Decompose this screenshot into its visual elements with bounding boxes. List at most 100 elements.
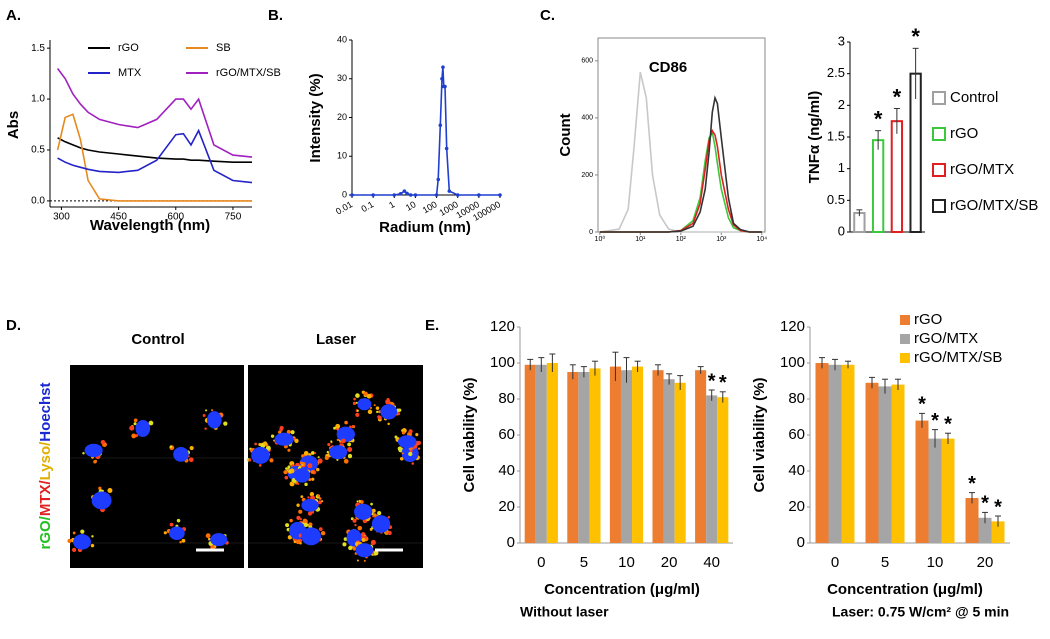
lysosome [344,420,348,425]
lysosome [341,438,346,444]
lysosome [401,428,405,432]
lysosome [169,445,173,448]
lysosome [254,442,257,446]
lysosome [343,458,349,464]
y-tick-label: 600 [581,58,593,65]
lysosome [300,495,304,499]
bar [663,379,675,543]
lysosome [371,542,375,546]
bar [978,517,992,543]
x-tick-label: 0 [831,554,839,571]
lysosome [181,538,186,543]
legend-swatch [932,199,946,213]
bar [535,364,547,543]
bar [524,364,536,543]
lysosome [163,531,167,535]
lysosome [308,522,313,527]
lysosome [373,513,377,517]
y-tick-label: 40 [498,462,515,479]
x-axis-label: Concentration (μg/ml) [827,581,983,598]
lysosome [396,412,401,416]
lysosome [309,492,315,497]
bar [991,521,1005,543]
lysosome [361,537,366,542]
lysosome [368,411,372,414]
nucleus [355,543,374,558]
lysosome [320,530,326,536]
lysosome [355,412,360,417]
y-tick-label: 20 [498,498,515,515]
lysosome [401,431,406,435]
caption: Without laser [520,604,609,620]
lysosome [98,486,102,490]
bar [546,363,558,543]
x-axis-label: Wavelength (nm) [90,217,210,234]
bar [828,364,842,543]
lysosome [90,543,95,548]
x-tick-label: 10⁰ [595,235,606,243]
bar [632,366,644,543]
legend-label: rGO [118,42,139,54]
series-line [56,68,253,158]
nucleus [301,527,321,546]
x-tick-label: 40 [703,554,720,571]
y-tick-label: 60 [498,426,515,443]
bar [609,366,621,543]
x-tick-label: 20 [661,554,678,571]
y-axis-label: Intensity (%) [307,73,324,162]
lysosome [258,464,262,467]
lysosome [343,537,348,541]
lysosome [355,401,358,404]
lysosome [347,442,352,447]
lysosome [387,530,392,536]
y-tick-label: 60 [788,426,805,443]
lysosome [287,465,291,469]
significance: * [981,493,989,515]
legend-label: rGO [950,125,978,142]
y-tick-label: 0 [589,229,593,236]
y-tick-label: 30 [337,73,347,83]
micrograph-column: Laser [316,331,356,348]
bar [841,364,855,543]
lysosome [352,401,357,405]
legend-swatch [932,163,946,177]
point [371,193,375,197]
lysosome [335,423,341,429]
point [441,65,445,69]
point [402,189,407,193]
lysosome [320,500,324,503]
lysosome [289,470,292,473]
lysosome [324,455,329,461]
lysosome [316,467,320,472]
x-tick-label: 750 [225,212,242,223]
lysosome [299,518,303,521]
stain-label: rGO/MTX/Lyso/Hoechst [37,383,54,550]
lysosome [277,430,281,434]
lysosome [386,398,390,402]
lysosome [411,462,414,465]
point [392,193,397,197]
lysosome [294,438,299,443]
x-tick-label: 10 [927,554,944,571]
y-tick-label: 10 [337,151,347,161]
point [447,189,452,193]
bar [915,420,929,543]
bar [878,386,892,543]
y-tick-label: 1.5 [827,128,845,143]
lysosome [306,523,309,527]
y-tick-label: 0 [838,223,845,238]
lysosome [333,426,337,430]
bar [815,363,829,543]
bar [717,397,729,543]
lysosome [397,446,402,451]
panel-label: B. [268,7,283,24]
lysosome [311,477,315,481]
legend-swatch [932,127,946,141]
lysosome [412,447,415,450]
lysosome [342,542,347,547]
legend-swatch [932,91,946,105]
nucleus [73,534,91,550]
lysosome [363,559,366,562]
lysosome [313,452,317,455]
y-tick-label: 20 [788,498,805,515]
